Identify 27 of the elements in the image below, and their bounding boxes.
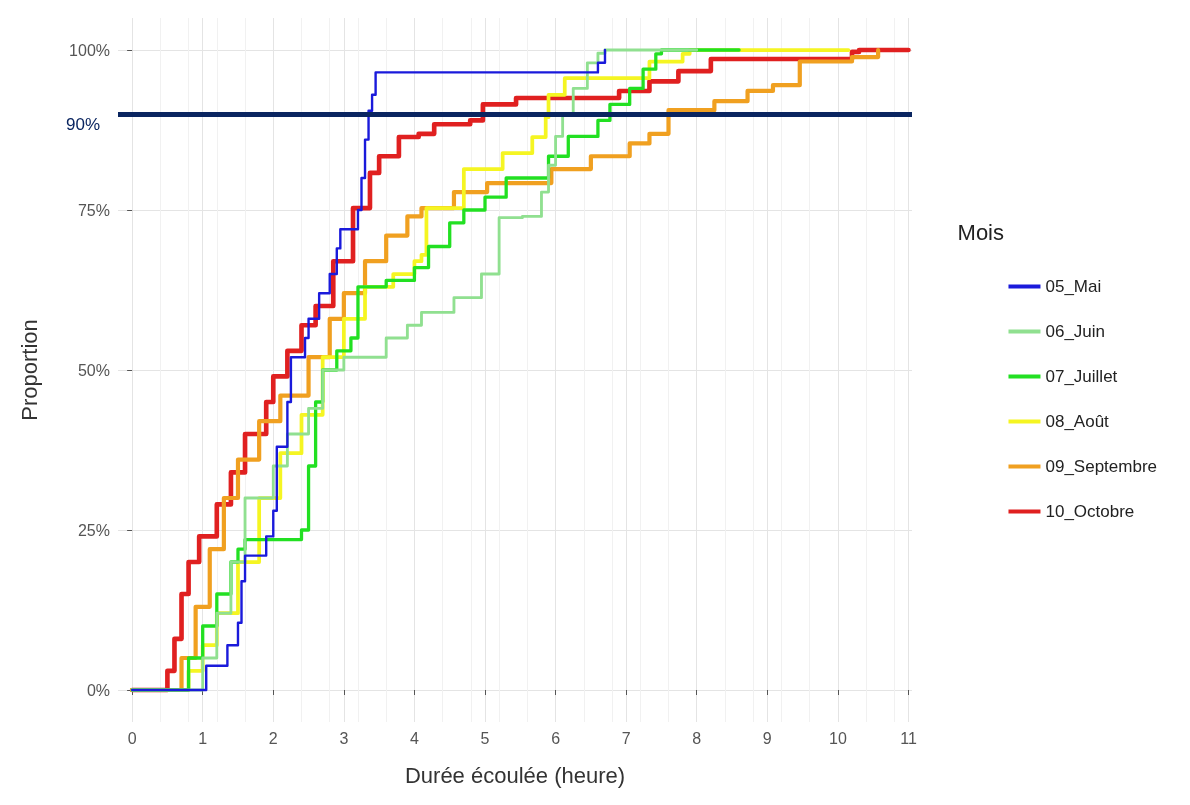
x-tick-label: 8 <box>692 729 702 747</box>
x-axis-title: Durée écoulée (heure) <box>404 762 626 788</box>
y-tick-label: 0% <box>86 681 110 699</box>
x-tick-label: 1 <box>198 729 208 747</box>
legend-label: 10_Octobre <box>1045 502 1135 521</box>
x-tick-label: 10 <box>828 729 847 747</box>
y-tick-label: 25% <box>77 521 110 539</box>
y-tick-label: 100% <box>69 41 110 59</box>
x-tick-label: 0 <box>127 729 137 747</box>
legend-label: 06_Juin <box>1045 322 1106 341</box>
ref-line-label: 90% <box>65 114 100 134</box>
x-tick-label: 4 <box>409 729 419 747</box>
x-tick-label: 9 <box>762 729 772 747</box>
x-tick-label: 6 <box>551 729 561 747</box>
legend-label: 05_Mai <box>1045 277 1102 296</box>
legend-title: Mois <box>957 219 1004 245</box>
legend-label: 08_Août <box>1045 412 1110 431</box>
legend-label: 07_Juillet <box>1045 367 1118 386</box>
y-tick-label: 50% <box>77 361 110 379</box>
y-tick-label: 75% <box>77 201 110 219</box>
x-tick-label: 11 <box>900 729 917 747</box>
x-tick-label: 7 <box>621 729 631 747</box>
y-axis-title: Proportion <box>16 319 42 421</box>
x-tick-label: 2 <box>268 729 278 747</box>
legend-label: 09_Septembre <box>1045 457 1158 476</box>
x-tick-label: 3 <box>339 729 349 747</box>
x-tick-label: 5 <box>480 729 490 747</box>
